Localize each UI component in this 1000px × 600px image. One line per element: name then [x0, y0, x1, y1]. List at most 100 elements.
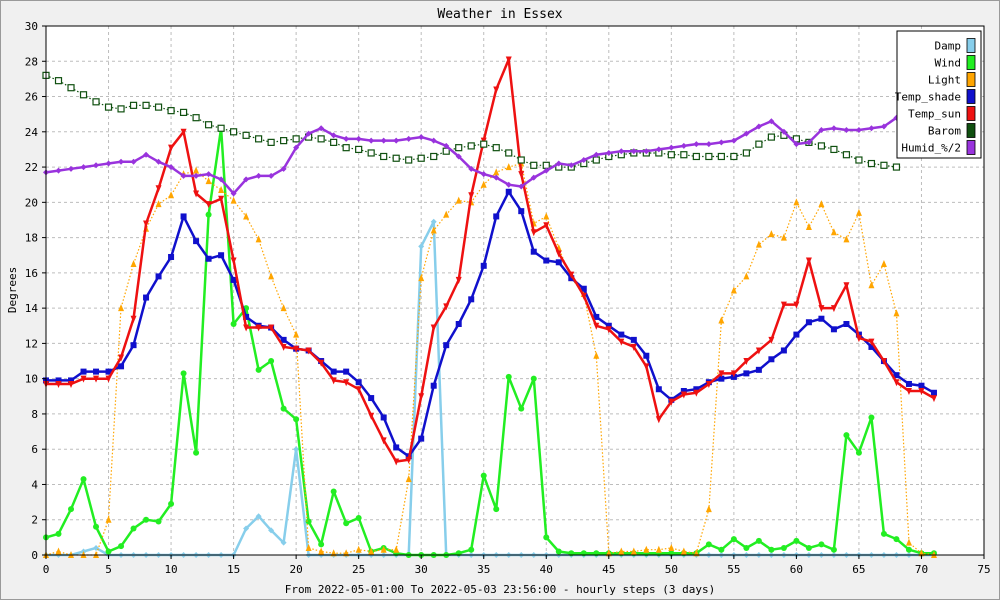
series-temp-shade-point	[630, 336, 637, 343]
series-wind-point	[805, 544, 812, 551]
y-tick-label: 20	[25, 196, 38, 209]
series-humid-2-point	[218, 176, 225, 183]
series-humid-2-point	[743, 130, 750, 137]
series-light-point	[430, 226, 437, 234]
series-temp-sun-point	[830, 305, 837, 313]
series-wind-point	[118, 543, 125, 550]
series-wind-point	[868, 414, 875, 421]
legend-swatch-barom	[966, 123, 976, 138]
series-light-point	[268, 272, 275, 280]
series-light-point	[718, 316, 725, 324]
series-light-point	[305, 543, 312, 551]
chart-title: Weather in Essex	[437, 7, 562, 22]
series-wind-point	[143, 516, 150, 523]
series-humid-2-point	[768, 118, 775, 125]
series-humid-2-point	[280, 165, 287, 172]
series-temp-sun-point	[180, 128, 187, 136]
series-temp-sun-point	[255, 324, 262, 332]
series-humid-2-point	[818, 127, 825, 134]
series-light-point	[130, 260, 137, 268]
series-temp-sun-point	[918, 388, 925, 396]
series-humid-2-point	[580, 157, 587, 164]
series-temp-sun-point	[68, 380, 75, 388]
legend-label-temp-sun: Temp_sun	[908, 108, 961, 121]
series-barom-point	[717, 152, 725, 161]
series-wind-point	[793, 537, 800, 544]
series-temp-sun-point	[530, 229, 537, 237]
series-temp-sun-point	[843, 282, 850, 290]
x-tick-label: 60	[790, 563, 803, 576]
x-tick-label: 15	[227, 563, 240, 576]
series-temp-sun-point	[93, 375, 100, 383]
y-tick-label: 8	[31, 408, 38, 421]
series-barom-point	[79, 91, 88, 99]
series-light-point	[893, 309, 900, 317]
series-barom-point	[342, 144, 350, 152]
series-humid-2-point	[305, 130, 312, 137]
series-temp-sun-point	[555, 250, 562, 258]
series-humid-2-point	[230, 190, 237, 197]
series-barom-point	[355, 145, 363, 154]
series-temp-shade-point	[605, 322, 612, 329]
series-humid-2-point	[505, 181, 512, 188]
series-barom-point	[480, 140, 488, 148]
series-damp-point	[255, 513, 262, 520]
series-temp-shade-point	[343, 368, 350, 375]
series-temp-shade-point	[493, 213, 500, 220]
series-temp-sun-point	[905, 388, 912, 396]
series-barom-point	[154, 103, 163, 111]
series-temp-sun-point	[280, 343, 287, 351]
x-tick-label: 75	[977, 563, 990, 576]
series-temp-sun-point	[568, 271, 575, 279]
series-light-point	[330, 549, 337, 557]
series-light-point	[643, 545, 650, 553]
series-temp-sun-point	[355, 386, 362, 394]
series-temp-sun-point	[118, 354, 125, 362]
series-temp-shade-point	[680, 388, 687, 395]
series-temp-shade-point	[355, 379, 362, 386]
series-light-point	[168, 191, 175, 199]
series-temp-sun-point	[168, 144, 175, 152]
y-tick-label: 2	[31, 514, 38, 527]
series-temp-shade-point	[443, 342, 450, 349]
series-barom-point	[380, 152, 388, 161]
series-barom-point	[204, 121, 213, 129]
series-temp-sun-point	[718, 370, 725, 378]
series-temp-sun-point	[405, 456, 412, 464]
series-temp-sun-point	[655, 416, 662, 424]
series-light-point	[630, 547, 637, 555]
series-humid-2-point	[443, 142, 450, 149]
series-temp-sun-point	[305, 347, 312, 355]
x-tick-label: 20	[290, 563, 303, 576]
series-barom-point	[417, 154, 425, 162]
series-humid-2-point	[93, 162, 100, 169]
legend-label-temp-shade: Temp_shade	[895, 91, 961, 104]
series-light-point	[105, 515, 112, 523]
series-barom-point	[692, 152, 700, 161]
series-light-point	[443, 210, 450, 218]
series-humid-2-point	[343, 135, 350, 142]
series-temp-shade-point	[393, 444, 400, 451]
y-tick-label: 16	[25, 267, 38, 280]
series-temp-sun-point	[468, 192, 475, 200]
series-temp-sun-point	[743, 358, 750, 366]
series-temp-sun-point	[805, 257, 812, 265]
series-barom-point	[842, 151, 851, 159]
series-humid-2-point	[130, 158, 137, 165]
series-temp-sun-line	[46, 58, 935, 463]
series-temp-sun-point	[505, 56, 512, 64]
series-temp-sun-point	[543, 222, 550, 230]
series-damp-point	[268, 527, 275, 534]
series-temp-sun-point	[243, 324, 250, 332]
series-wind-point	[543, 534, 550, 541]
series-humid-2-point	[143, 151, 150, 158]
series-barom-point	[680, 151, 688, 159]
series-temp-sun-point	[593, 322, 600, 330]
series-light-point	[243, 212, 250, 220]
ticks: 0 5 10 15 20 25 30 35 40 45 50 55 60 65 70 750246810121…	[25, 20, 991, 576]
series-light-point	[280, 304, 287, 312]
series-light-point	[155, 200, 162, 208]
series-light-point	[543, 212, 550, 220]
series-light-point	[880, 260, 887, 268]
series-humid-2-point	[430, 137, 437, 144]
